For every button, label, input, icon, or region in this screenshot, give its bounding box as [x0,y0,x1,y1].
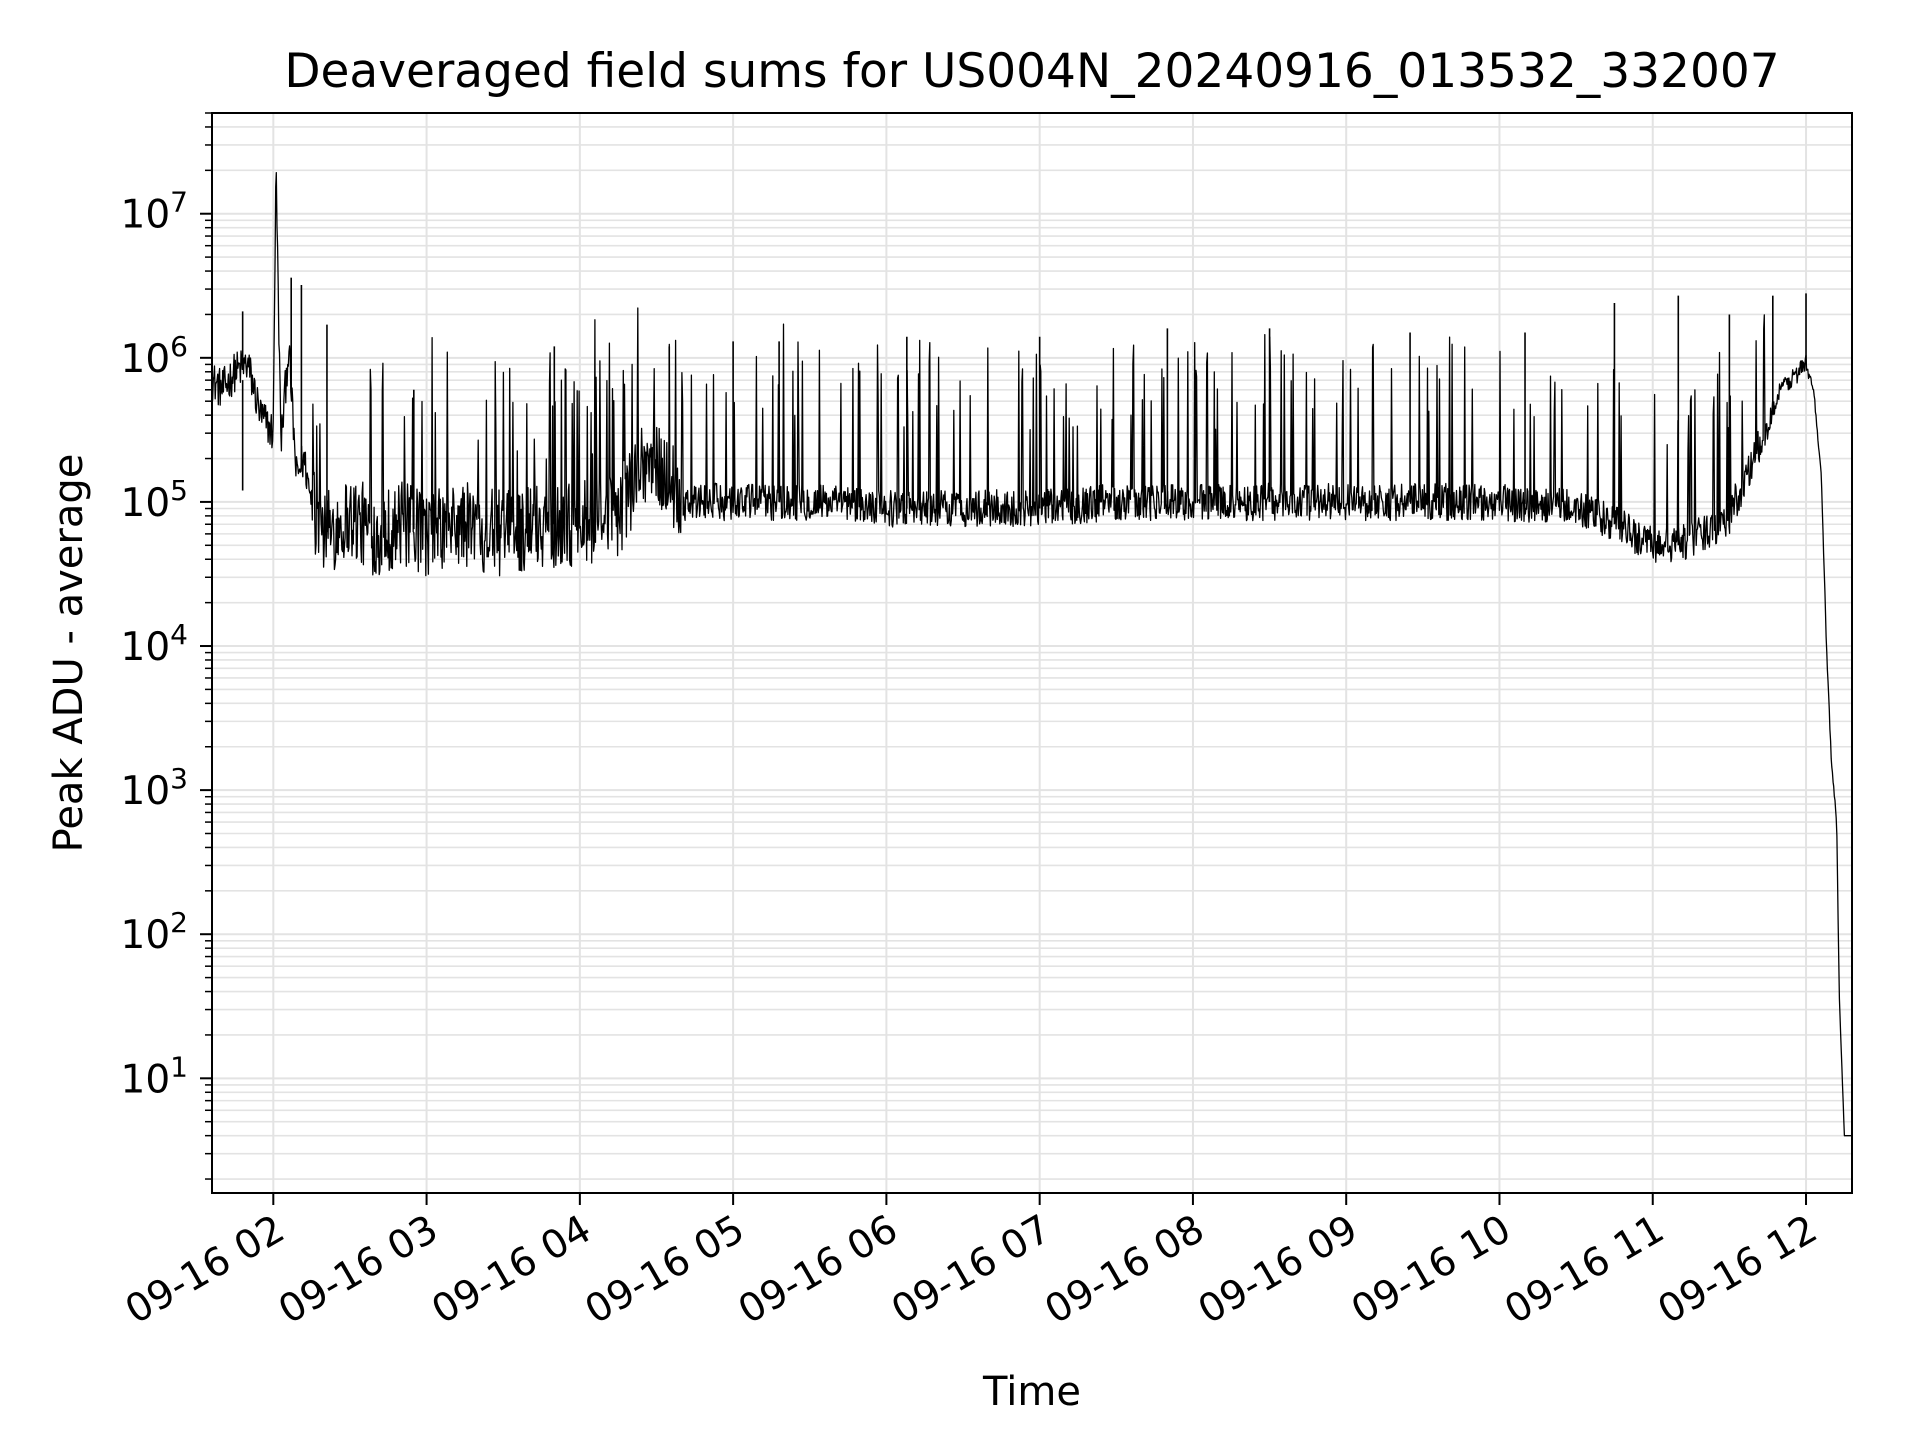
x-axis-label: Time [982,1369,1081,1415]
y-tick-label: 105 [121,474,188,526]
y-tick-label: 107 [121,186,188,238]
y-tick-label: 102 [121,906,188,958]
chart-title: Deaveraged field sums for US004N_2024091… [284,44,1779,99]
y-tick-label: 106 [121,330,188,382]
plot-data [211,171,1853,1137]
series-line [211,171,1853,1137]
y-axis-label: Peak ADU - average [46,454,92,853]
grid [212,112,1852,1193]
y-tick-label: 101 [121,1050,188,1102]
y-tick-label: 103 [121,762,188,814]
y-tick-label: 104 [121,618,188,670]
